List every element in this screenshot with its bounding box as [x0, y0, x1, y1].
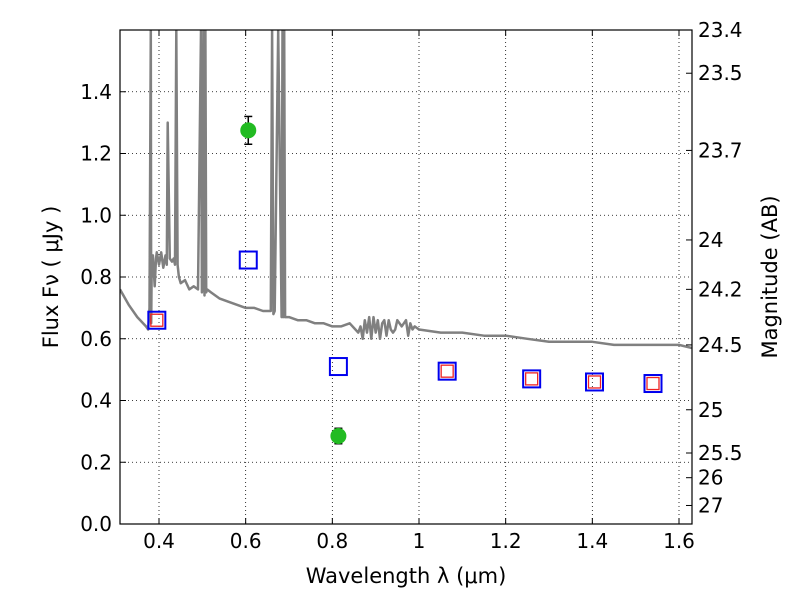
x-tick-label: 1.4 — [576, 529, 608, 553]
y-right-axis-label: Magnitude (AB) — [758, 195, 782, 358]
observed-point — [240, 122, 257, 139]
model-point-red — [150, 313, 164, 327]
model-point-blue — [328, 357, 348, 377]
right-tick-label: 24 — [698, 228, 723, 252]
y-tick-label: 0.6 — [80, 327, 112, 351]
x-tick-label: 0.6 — [230, 529, 262, 553]
tick-layer: 0.4 0.6 0.8 1 1.2 1.4 1.6 0.0 0.2 0.4 0.6 0.8 1.0 1.2… — [80, 18, 742, 553]
right-tick-label: 23.5 — [698, 61, 743, 85]
x-tick-label: 1.2 — [490, 529, 522, 553]
right-tick-label: 23.7 — [698, 138, 743, 162]
model-sed-line — [120, 30, 692, 350]
model-point-blue — [147, 310, 167, 330]
model-point-blue — [643, 374, 663, 394]
y-axis-label: Flux Fν ( μJy ) — [39, 206, 63, 349]
model-point-blue — [522, 369, 542, 389]
line-series-layer — [120, 30, 692, 350]
right-tick-label: 25.5 — [698, 441, 743, 465]
y-tick-label: 1.4 — [80, 80, 112, 104]
observed-point — [330, 428, 347, 445]
model-point-red — [525, 372, 539, 386]
right-tick-label: 25 — [698, 398, 723, 422]
right-tick-label: 23.4 — [698, 18, 743, 42]
x-tick-label: 0.8 — [316, 529, 348, 553]
model-point-red — [587, 375, 602, 389]
x-tick-label: 0.4 — [143, 529, 175, 553]
x-axis-label: Wavelength λ (μm) — [306, 564, 507, 588]
marker-layer — [147, 115, 663, 445]
right-tick-label: 27 — [698, 493, 723, 517]
y-tick-label: 0.8 — [80, 265, 112, 289]
y-tick-label: 0.4 — [80, 389, 112, 413]
model-point-blue — [437, 361, 457, 381]
model-point-red — [440, 364, 454, 378]
model-point-blue — [238, 250, 258, 270]
y-tick-label: 1.0 — [80, 203, 112, 227]
right-tick-label: 24.5 — [698, 333, 743, 357]
model-point-red — [646, 376, 660, 391]
y-tick-label: 0.0 — [80, 512, 112, 536]
right-tick-label: 26 — [698, 466, 723, 490]
right-tick-label: 24.2 — [698, 277, 743, 301]
y-tick-label: 0.2 — [80, 450, 112, 474]
y-tick-label: 1.2 — [80, 142, 112, 166]
x-tick-label: 1.6 — [663, 529, 695, 553]
x-tick-label: 1 — [413, 529, 426, 553]
model-point-blue — [585, 372, 604, 392]
